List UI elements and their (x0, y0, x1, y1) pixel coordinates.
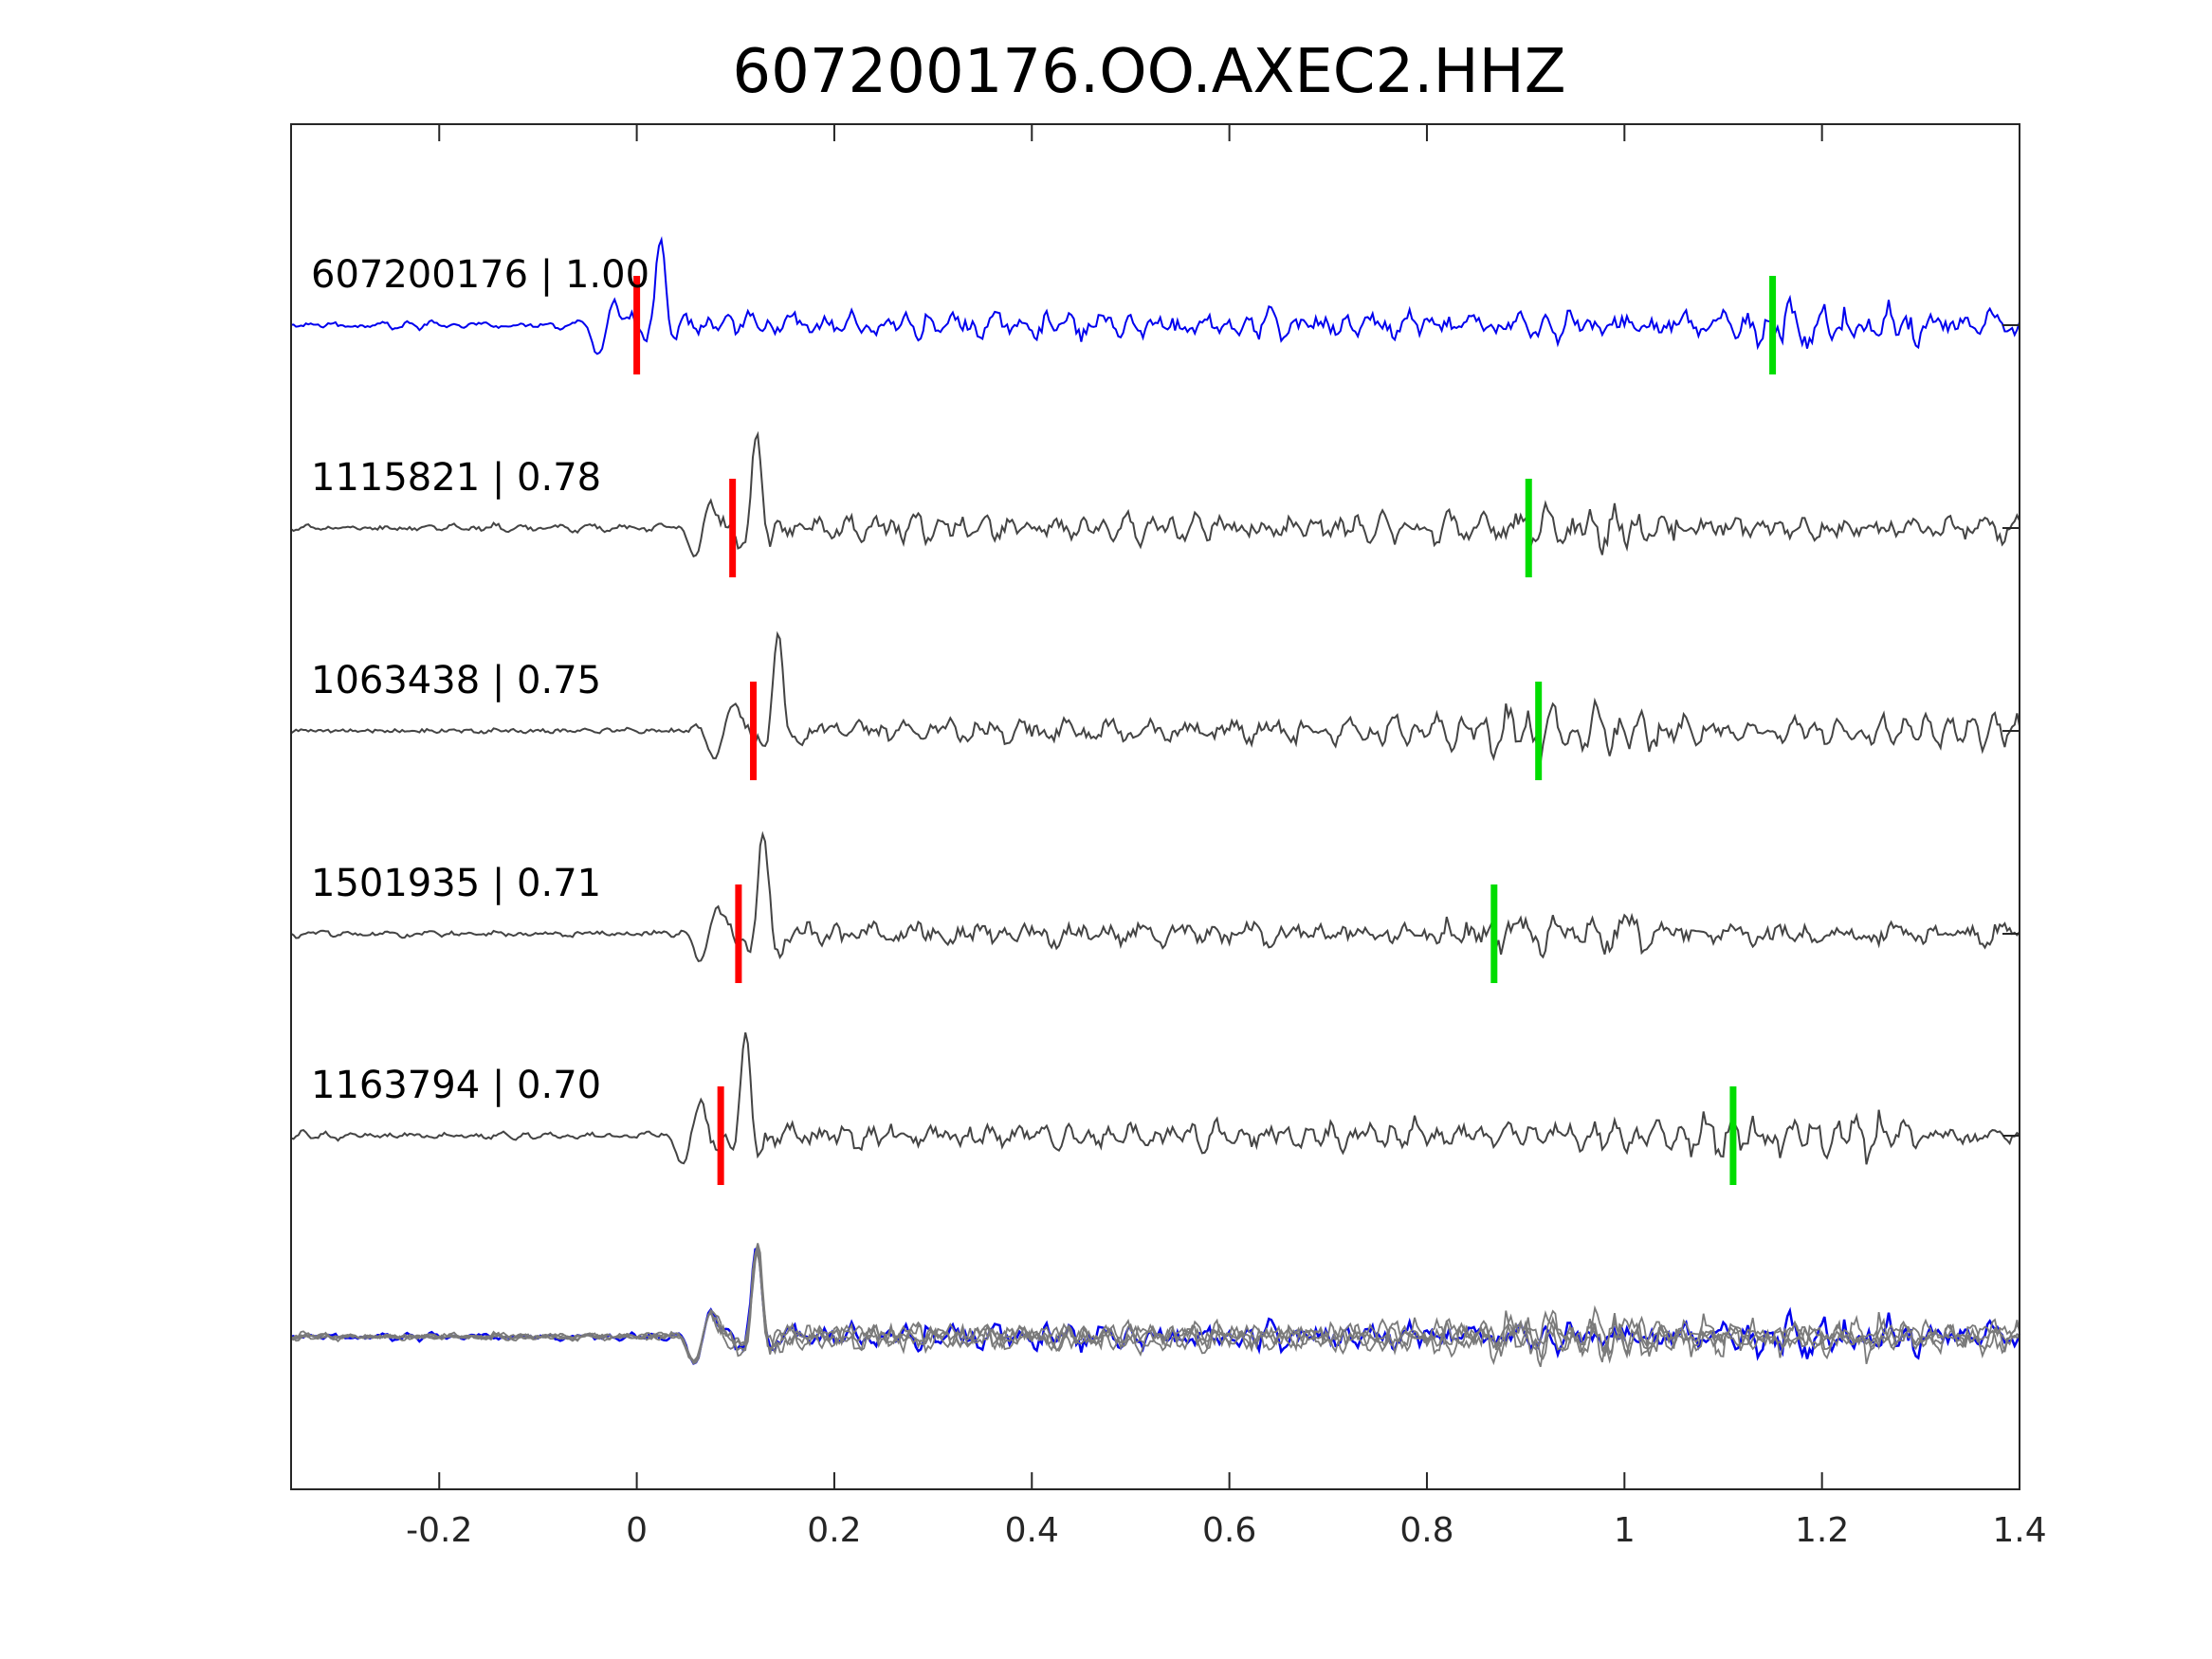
trace-607200176 (290, 236, 2020, 356)
x-tick-label: 0 (626, 1511, 648, 1550)
x-tick-label: 0.2 (807, 1511, 861, 1550)
x-axis-ticks: -0.2 0 0.2 0.4 0.6 0.8 1 1.2 1.4 (406, 124, 2047, 1550)
phase-picks-group (633, 276, 1777, 1185)
trace-1063438 (290, 630, 2020, 763)
x-tick-label: 0.6 (1202, 1511, 1256, 1550)
x-tick-label: 1.2 (1795, 1511, 1849, 1550)
stack-trace-1501935 (290, 1243, 2020, 1363)
chart-title: 607200176.OO.AXEC2.HHZ (732, 37, 1565, 107)
stack-trace-1063438 (290, 1246, 2020, 1368)
x-tick-label: 0.4 (1005, 1511, 1059, 1550)
x-tick-label: 1.4 (1992, 1511, 2046, 1550)
x-tick-label: -0.2 (406, 1511, 472, 1550)
stack-trace-607200176 (290, 1246, 2021, 1366)
trace-1115821 (290, 430, 2020, 558)
trace-label-607200176: 607200176 | 1.00 (311, 253, 649, 297)
x-tick-label: 1 (1614, 1511, 1636, 1550)
trace-labels-group: 607200176 | 1.00 1115821 | 0.78 1063438 | … (311, 253, 649, 1107)
stack-trace-1163794 (290, 1253, 2020, 1365)
plot-frame (290, 123, 2020, 1490)
trace-label-1115821: 1115821 | 0.78 (311, 456, 601, 500)
stack-overlay-group (290, 1243, 2021, 1368)
trace-label-1063438: 1063438 | 0.75 (311, 659, 601, 702)
x-tick-label: 0.8 (1399, 1511, 1453, 1550)
trace-label-1501935: 1501935 | 0.71 (311, 862, 601, 905)
trace-label-1163794: 1163794 | 0.70 (311, 1064, 601, 1107)
trace-1501935 (290, 830, 2020, 963)
stack-trace-1115821 (290, 1245, 2020, 1365)
